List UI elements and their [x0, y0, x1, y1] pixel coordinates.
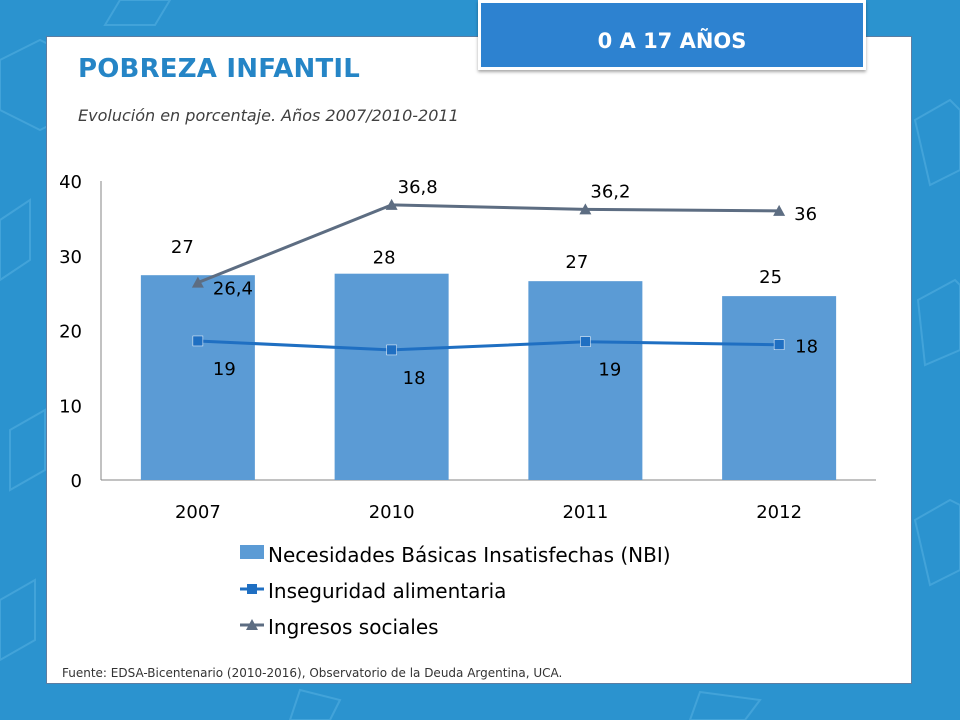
bar-nbi-data-label: 27 [171, 237, 194, 258]
bar-nbi [140, 275, 255, 480]
x-tick-label: 2007 [175, 502, 221, 523]
source-note: Fuente: EDSA-Bicentenario (2010-2016), O… [62, 666, 563, 680]
food-insecurity-data-label: 18 [403, 368, 426, 389]
legend-swatch-income-marker [246, 619, 258, 630]
social-income-marker [385, 198, 398, 210]
social-income-data-label: 36,2 [590, 181, 630, 202]
y-tick-label: 30 [59, 247, 82, 268]
x-tick-label: 2012 [756, 502, 802, 523]
social-income-marker [773, 204, 786, 216]
food-insecurity-data-label: 19 [598, 360, 621, 381]
social-income-data-label: 36,8 [398, 177, 438, 198]
bar-nbi [528, 281, 643, 480]
food-insecurity-marker [192, 335, 204, 347]
social-income-data-label: 26,4 [213, 279, 253, 300]
y-tick-label: 40 [59, 172, 82, 193]
bar-nbi-data-label: 28 [373, 248, 396, 269]
age-range-label: 0 A 17 AÑOS [597, 29, 747, 53]
food-insecurity-data-label: 18 [795, 337, 818, 358]
bar-nbi-data-label: 27 [565, 252, 588, 273]
y-tick-label: 0 [71, 471, 82, 492]
bar-nbi [722, 296, 837, 480]
y-tick-label: 10 [59, 396, 82, 417]
x-tick-label: 2011 [562, 502, 608, 523]
food-insecurity-marker [580, 336, 591, 347]
food-insecurity-marker [773, 339, 785, 350]
legend-label: Inseguridad alimentaria [268, 579, 506, 603]
age-range-tab: 0 A 17 AÑOS [478, 0, 866, 70]
food-insecurity-line [197, 339, 780, 352]
bar-nbi [334, 273, 449, 480]
social-income-line [197, 203, 780, 285]
social-income-marker [191, 276, 204, 288]
legend-label: Necesidades Básicas Insatisfechas (NBI) [268, 543, 671, 567]
food-insecurity-data-label: 19 [213, 359, 236, 380]
slide-subtitle: Evolución en porcentaje. Años 2007/2010-… [78, 106, 459, 125]
slide-title: POBREZA INFANTIL [78, 54, 361, 84]
social-income-marker [579, 203, 592, 215]
x-tick-label: 2010 [369, 502, 415, 523]
bar-nbi-data-label: 25 [759, 267, 782, 288]
legend-swatch-nbi [240, 545, 264, 559]
y-tick-label: 20 [59, 322, 82, 343]
food-insecurity-marker [386, 344, 397, 356]
legend-label: Ingresos sociales [268, 615, 439, 639]
legend-swatch-food-marker [247, 584, 257, 594]
social-income-data-label: 36 [794, 204, 817, 225]
